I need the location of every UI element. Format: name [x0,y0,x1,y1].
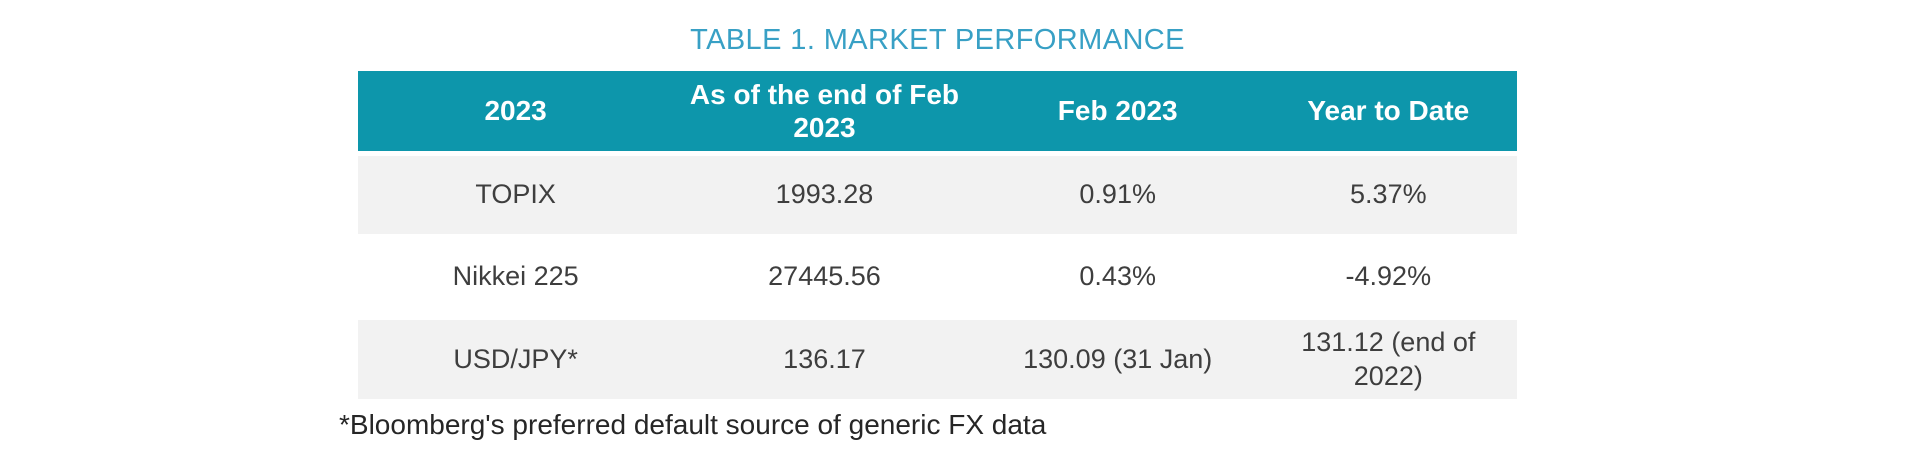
cell-usd-jpy-feb-2023: 130.09 (31 Jan) [1023,343,1213,374]
market-performance-table: 2023 As of the end of Feb 2023 Feb 2023 … [358,71,1517,399]
cell-topix-year-to-date: 5.37% [1350,179,1427,210]
cell-usd-jpy-year-to-date: 131.12 (end of 2022) [1301,326,1476,391]
cell-topix-end-of-feb: 1993.28 [775,179,874,210]
cell-topix-feb-2023: 0.91% [1079,179,1156,210]
row-label-usd-jpy: USD/JPY* [453,343,578,374]
cell-nikkei-225-year-to-date: -4.92% [1345,261,1432,292]
table-header-row: 2023 As of the end of Feb 2023 Feb 2023 … [358,71,1517,151]
cell-usd-jpy-end-of-feb: 136.17 [783,343,866,374]
table-row-topix: TOPIX 1993.28 0.91% 5.37% [358,156,1517,234]
table-title: TABLE 1. MARKET PERFORMANCE [690,24,1185,56]
column-header-feb-2023: Feb 2023 [1057,95,1178,127]
column-header-2023: 2023 [484,95,547,127]
table-row-nikkei-225: Nikkei 225 27445.56 0.43% -4.92% [358,234,1517,320]
column-header-end-of-feb: As of the end of Feb 2023 [689,78,960,143]
row-label-nikkei-225: Nikkei 225 [452,261,579,292]
cell-nikkei-225-end-of-feb: 27445.56 [768,261,881,292]
footnote: *Bloomberg's preferred default source of… [339,409,1047,440]
table-row-usd-jpy: USD/JPY* 136.17 130.09 (31 Jan) 131.12 (… [358,320,1517,399]
column-header-year-to-date: Year to Date [1307,95,1470,127]
row-label-topix: TOPIX [475,179,556,210]
cell-nikkei-225-feb-2023: 0.43% [1079,261,1156,292]
